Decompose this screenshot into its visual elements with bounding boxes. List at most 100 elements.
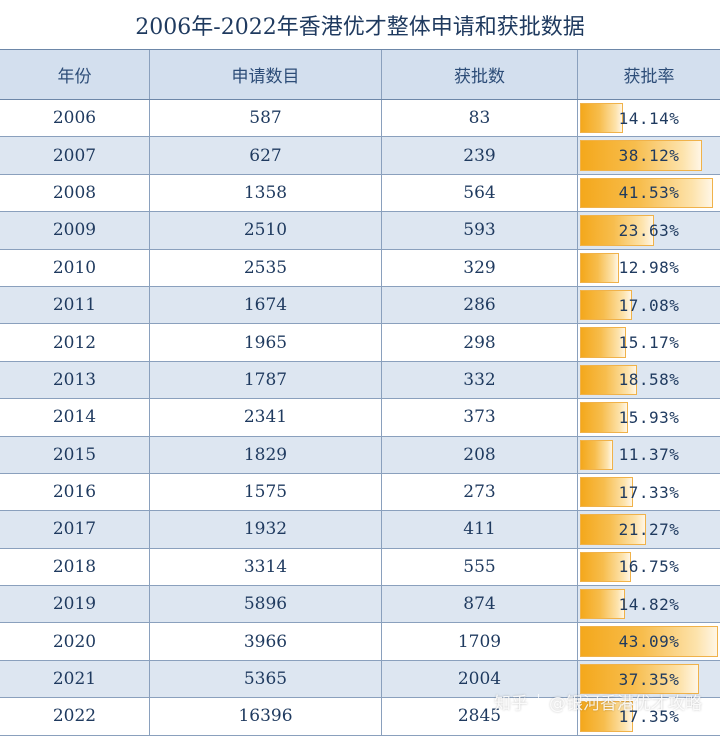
cell-rate: 17.08% xyxy=(578,287,720,323)
cell-rate: 43.09% xyxy=(578,623,720,659)
rate-data-bar xyxy=(580,439,614,470)
table-row: 2012 1965 298 15.17% xyxy=(0,324,720,362)
cell-year: 2021 xyxy=(0,660,150,698)
cell-approved: 555 xyxy=(382,548,578,586)
cell-approved: 208 xyxy=(382,436,578,473)
cell-year: 2019 xyxy=(0,586,150,623)
cell-applications: 16396 xyxy=(150,698,382,735)
rate-value: 18.58% xyxy=(618,370,680,390)
rate-data-bar xyxy=(580,140,702,171)
cell-rate: 15.93% xyxy=(578,399,720,435)
rate-value: 37.35% xyxy=(618,669,680,689)
cell-year: 2018 xyxy=(0,548,150,586)
cell-applications: 2535 xyxy=(150,249,382,286)
cell-rate: 14.14% xyxy=(578,100,720,136)
cell-approved: 286 xyxy=(382,286,578,324)
cell-year: 2012 xyxy=(0,324,150,361)
cell-year: 2008 xyxy=(0,174,150,212)
cell-rate: 12.98% xyxy=(578,250,720,286)
rate-value: 23.63% xyxy=(618,220,680,240)
header-approved: 获批数 xyxy=(382,50,578,99)
table-row: 2010 2535 329 12.98% xyxy=(0,249,720,287)
cell-applications: 5365 xyxy=(150,660,382,698)
rate-data-bar xyxy=(580,402,629,433)
cell-applications: 1932 xyxy=(150,511,382,548)
cell-rate: 18.58% xyxy=(578,362,720,398)
cell-year: 2007 xyxy=(0,137,150,174)
cell-year: 2013 xyxy=(0,361,150,399)
cell-approved: 1709 xyxy=(382,623,578,660)
rate-value: 17.08% xyxy=(618,295,680,315)
cell-approved: 298 xyxy=(382,324,578,361)
rate-value: 43.09% xyxy=(618,632,680,652)
cell-year: 2009 xyxy=(0,212,150,249)
table-row: 2014 2341 373 15.93% xyxy=(0,399,720,437)
cell-applications: 1829 xyxy=(150,436,382,473)
cell-rate: 38.12% xyxy=(578,137,720,173)
rate-data-bar xyxy=(580,177,713,209)
rate-data-bar xyxy=(580,103,623,134)
cell-approved: 239 xyxy=(382,137,578,174)
rate-data-bar xyxy=(580,589,625,620)
cell-applications: 2341 xyxy=(150,399,382,436)
data-table: 年份 申请数目 获批数 获批率 2006 587 83 14.14% 2007 627 23… xyxy=(0,50,720,736)
rate-value: 15.93% xyxy=(618,407,680,427)
rate-data-bar xyxy=(580,551,632,583)
cell-approved: 83 xyxy=(382,100,578,137)
cell-applications: 2510 xyxy=(150,212,382,249)
table-row: 2013 1787 332 18.58% xyxy=(0,361,720,400)
table-row: 2019 5896 874 14.82% xyxy=(0,586,720,624)
cell-applications: 3314 xyxy=(150,548,382,586)
cell-year: 2015 xyxy=(0,436,150,473)
table-row: 2017 1932 411 21.27% xyxy=(0,511,720,549)
header-rate: 获批率 xyxy=(623,67,675,87)
cell-rate: 11.37% xyxy=(578,437,720,473)
rate-value: 15.17% xyxy=(618,333,680,353)
cell-applications: 1674 xyxy=(150,286,382,324)
table-row: 2018 3314 555 16.75% xyxy=(0,548,720,587)
table-row: 2016 1575 273 17.33% xyxy=(0,473,720,512)
cell-approved: 564 xyxy=(382,174,578,212)
rate-value: 12.98% xyxy=(618,258,680,278)
cell-year: 2022 xyxy=(0,698,150,735)
rate-value: 11.37% xyxy=(618,445,680,465)
rate-value: 21.27% xyxy=(618,519,680,539)
rate-data-bar xyxy=(580,514,647,545)
rate-value: 16.75% xyxy=(618,557,680,577)
cell-approved: 332 xyxy=(382,361,578,399)
cell-applications: 1358 xyxy=(150,174,382,212)
table-row: 2022 16396 2845 17.35% xyxy=(0,698,720,736)
header-year: 年份 xyxy=(0,50,150,99)
cell-rate: 17.35% xyxy=(578,698,720,734)
table-header-row: 年份 申请数目 获批数 获批率 xyxy=(0,50,720,100)
cell-rate: 21.27% xyxy=(578,511,720,547)
cell-rate: 16.75% xyxy=(578,549,720,585)
table-row: 2007 627 239 38.12% xyxy=(0,137,720,175)
cell-approved: 273 xyxy=(382,473,578,511)
cell-year: 2016 xyxy=(0,473,150,511)
cell-approved: 874 xyxy=(382,586,578,623)
cell-year: 2010 xyxy=(0,249,150,286)
header-applications: 申请数目 xyxy=(150,50,382,99)
cell-applications: 627 xyxy=(150,137,382,174)
cell-rate: 41.53% xyxy=(578,175,720,211)
rate-value: 38.12% xyxy=(618,146,680,166)
cell-applications: 1965 xyxy=(150,324,382,361)
rate-data-bar xyxy=(580,701,634,732)
cell-applications: 1575 xyxy=(150,473,382,511)
cell-applications: 5896 xyxy=(150,586,382,623)
cell-rate: 37.35% xyxy=(578,661,720,697)
rate-value: 14.14% xyxy=(618,108,680,128)
rate-data-bar xyxy=(580,364,638,396)
cell-approved: 411 xyxy=(382,511,578,548)
rate-data-bar xyxy=(580,327,626,358)
cell-approved: 2845 xyxy=(382,698,578,735)
cell-approved: 2004 xyxy=(382,660,578,698)
cell-rate: 23.63% xyxy=(578,212,720,248)
rate-data-bar xyxy=(580,252,619,283)
cell-applications: 3966 xyxy=(150,623,382,660)
rate-data-bar xyxy=(580,663,700,695)
cell-year: 2011 xyxy=(0,286,150,324)
cell-rate: 17.33% xyxy=(578,474,720,510)
rate-data-bar xyxy=(580,289,633,321)
